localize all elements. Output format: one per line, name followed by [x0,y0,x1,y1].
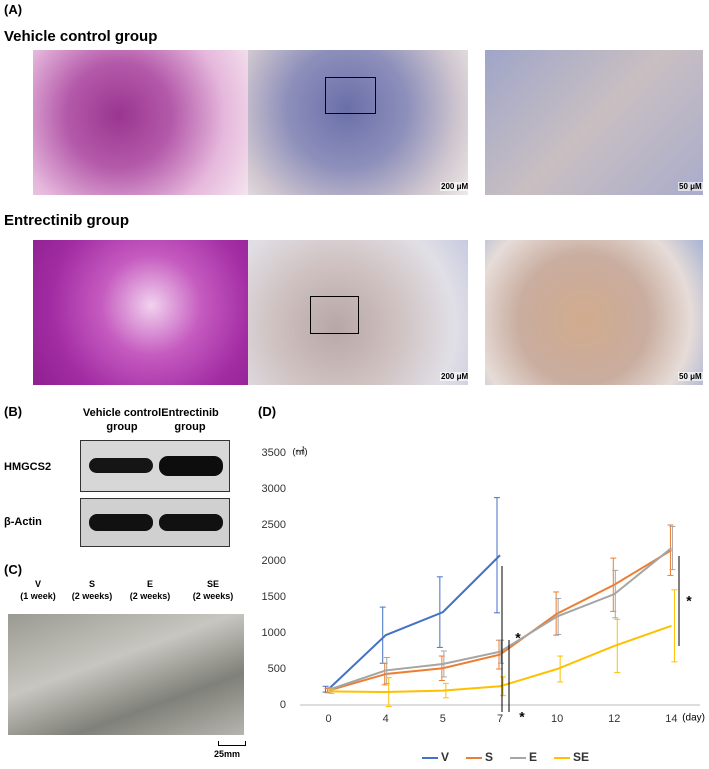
legend-label: E [529,750,537,764]
scale-bar-label: 200 μM [440,372,470,381]
group-header: E (2 weeks) [125,578,175,602]
group-header: V (1 week) [13,578,63,602]
panel-label: (D) [258,404,277,419]
legend-label: V [441,750,449,764]
x-tick-label: 4 [383,713,389,725]
x-tick-label: 7 [497,713,503,725]
group-duration: (1 week) [20,591,56,601]
he-image [33,50,248,195]
x-tick-label: 10 [551,713,563,725]
x-axis-label: (day) [682,713,705,724]
panel-label: (C) [4,562,23,577]
column-header: Entrectinib group [161,407,219,433]
ihc-zoom-image [485,240,703,385]
x-tick-label: 0 [326,713,332,725]
y-tick-label: 3500 [262,447,286,459]
y-tick-label: 3000 [262,483,286,495]
series-line [327,554,501,690]
group-name: SE [206,579,219,589]
y-tick-label: 2000 [262,555,286,567]
significance-mark: * [686,593,692,609]
blot [80,498,230,547]
blot [80,440,230,492]
significance-mark: * [519,709,525,725]
x-tick-label: 14 [665,713,677,725]
x-tick-label: 12 [608,713,620,725]
group-duration: (2 weeks) [192,591,234,601]
group-duration: (2 weeks) [129,591,171,601]
group-name: V [34,579,41,589]
group-name: S [88,579,95,589]
series-line [328,624,672,694]
ihc-image [248,240,468,385]
group-duration: (2 weeks) [71,591,113,601]
group-title: Vehicle control group [4,28,158,45]
column-header: Vehicle control group [82,407,162,433]
group-header: SE (2 weeks) [188,578,238,602]
y-tick-label: 0 [280,699,286,711]
scale-bar [218,741,246,746]
panel-label: (B) [4,404,23,419]
group-title: Entrectinib group [4,212,129,229]
scale-bar-label: 50 μM [678,182,703,191]
group-name: E [146,579,153,589]
significance-mark: * [515,630,521,646]
series-line [328,549,672,692]
legend-label: S [485,750,493,764]
row-label: β-Actin [4,516,42,528]
y-tick-label: 2500 [262,519,286,531]
y-tick-label: 1000 [262,627,286,639]
y-tick-label: 1500 [262,591,286,603]
series-line [328,547,673,691]
row-label: HMGCS2 [4,461,52,473]
scale-bar-label: 50 μM [678,372,703,381]
scale-bar-label: 200 μM [440,182,470,191]
y-tick-label: 500 [268,663,286,675]
he-image [33,240,248,385]
mouse-photo [8,614,244,735]
x-tick-label: 5 [440,713,446,725]
scale-bar-label: 25mm [214,749,241,759]
y-axis-label: (㎣) [293,446,308,456]
ihc-zoom-image [485,50,703,195]
group-header: S (2 weeks) [67,578,117,602]
ihc-image [248,50,468,195]
panel-label: (A) [4,2,23,17]
legend-label: SE [573,750,589,764]
